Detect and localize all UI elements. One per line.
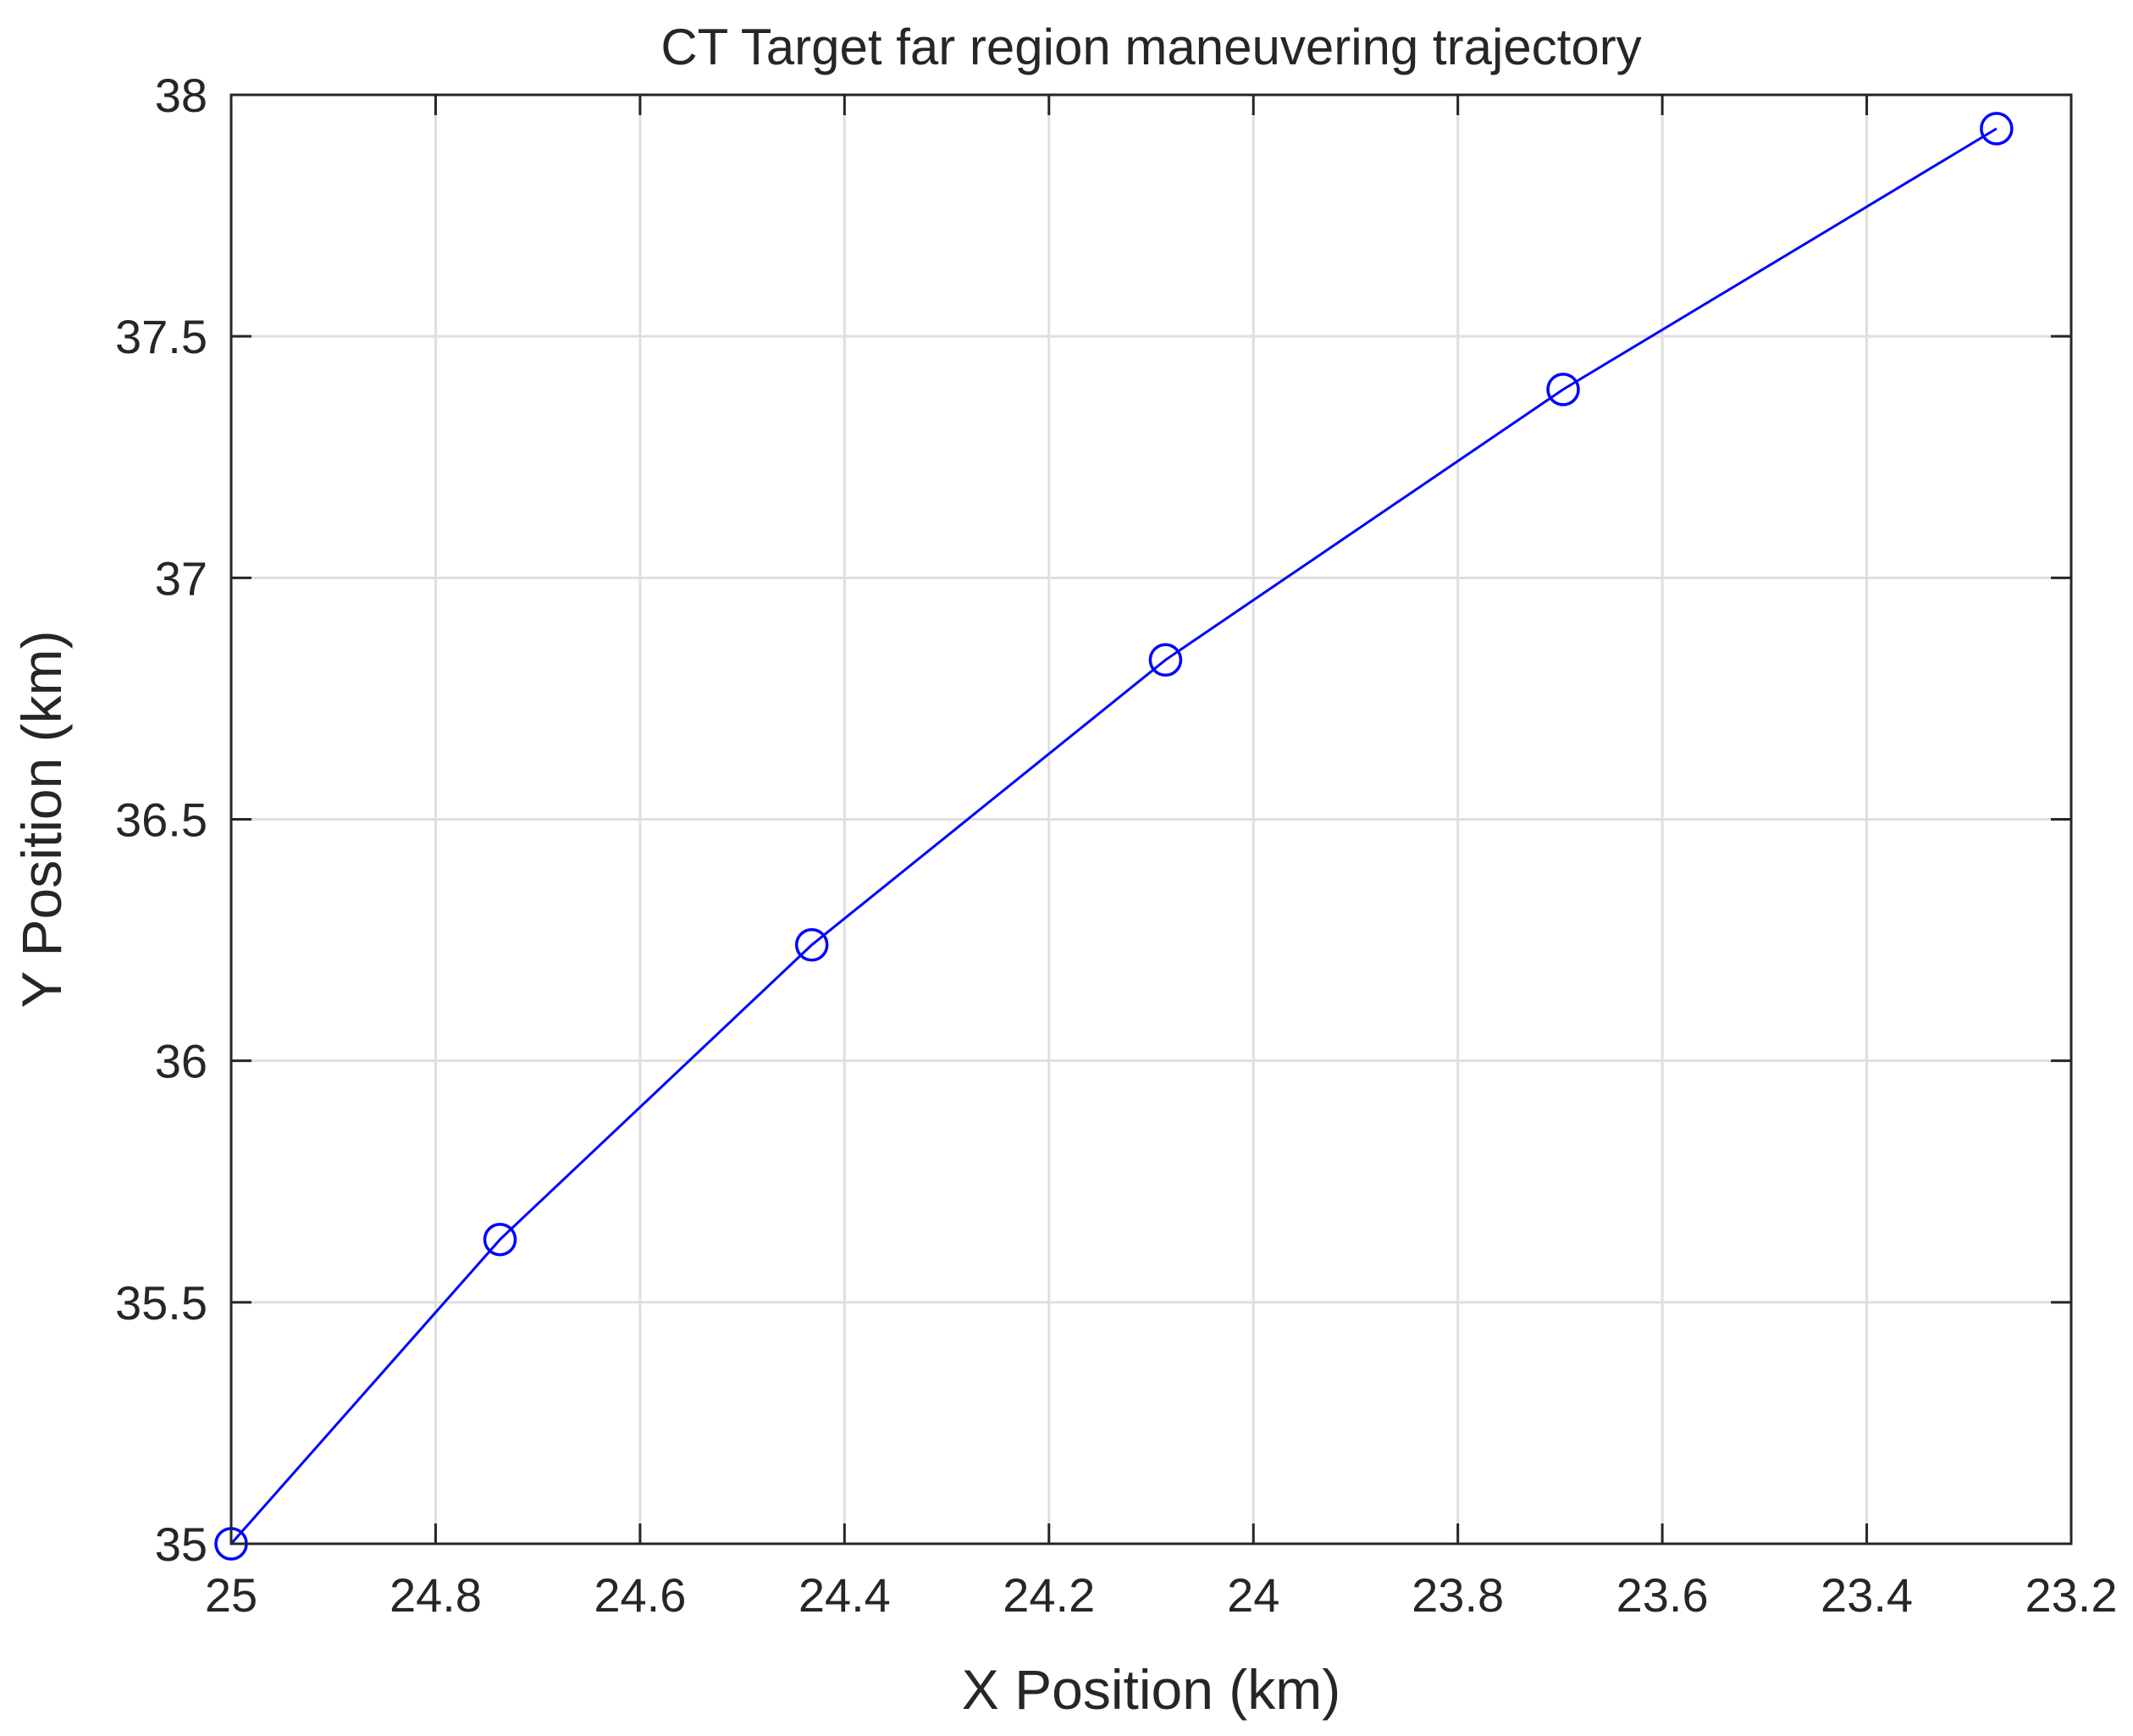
data-point-marker <box>1546 373 1580 406</box>
y-tick-label: 35.5 <box>115 1276 207 1330</box>
series-layer <box>214 112 2014 1561</box>
x-tick-label: 24.8 <box>390 1568 482 1622</box>
chart-title: CT Target far region maneuvering traject… <box>660 19 1641 75</box>
x-tick-label: 24.6 <box>594 1568 686 1622</box>
x-tick-label: 25 <box>205 1568 257 1622</box>
y-axis-label: Y Position (km) <box>10 630 73 1008</box>
data-point-marker <box>1148 643 1183 677</box>
ticks: 25 24.8 24.6 24.4 24.2 24 23.8 23.6 23.4 23.2 35 35… <box>115 69 2118 1622</box>
data-point-marker <box>483 1222 517 1257</box>
series-line <box>229 127 1998 1545</box>
y-tick-label: 37.5 <box>115 310 207 363</box>
x-tick-label: 23.2 <box>2025 1568 2118 1622</box>
x-axis-label: X Position (km) <box>962 1658 1340 1721</box>
x-tick-label: 24 <box>1227 1568 1279 1622</box>
grid <box>231 95 2071 1544</box>
y-tick-label: 38 <box>155 69 207 122</box>
data-point-marker <box>1980 112 2014 146</box>
data-point-marker <box>794 928 829 962</box>
y-tick-label: 36.5 <box>115 793 207 847</box>
y-tick-label: 36 <box>155 1035 207 1088</box>
x-tick-label: 23.4 <box>1821 1568 1913 1622</box>
y-tick-label: 35 <box>155 1518 207 1571</box>
y-tick-label: 37 <box>155 551 207 605</box>
x-tick-label: 24.4 <box>798 1568 891 1622</box>
x-tick-label: 23.8 <box>1412 1568 1504 1622</box>
x-tick-label: 24.2 <box>1003 1568 1095 1622</box>
x-tick-label: 23.6 <box>1616 1568 1709 1622</box>
